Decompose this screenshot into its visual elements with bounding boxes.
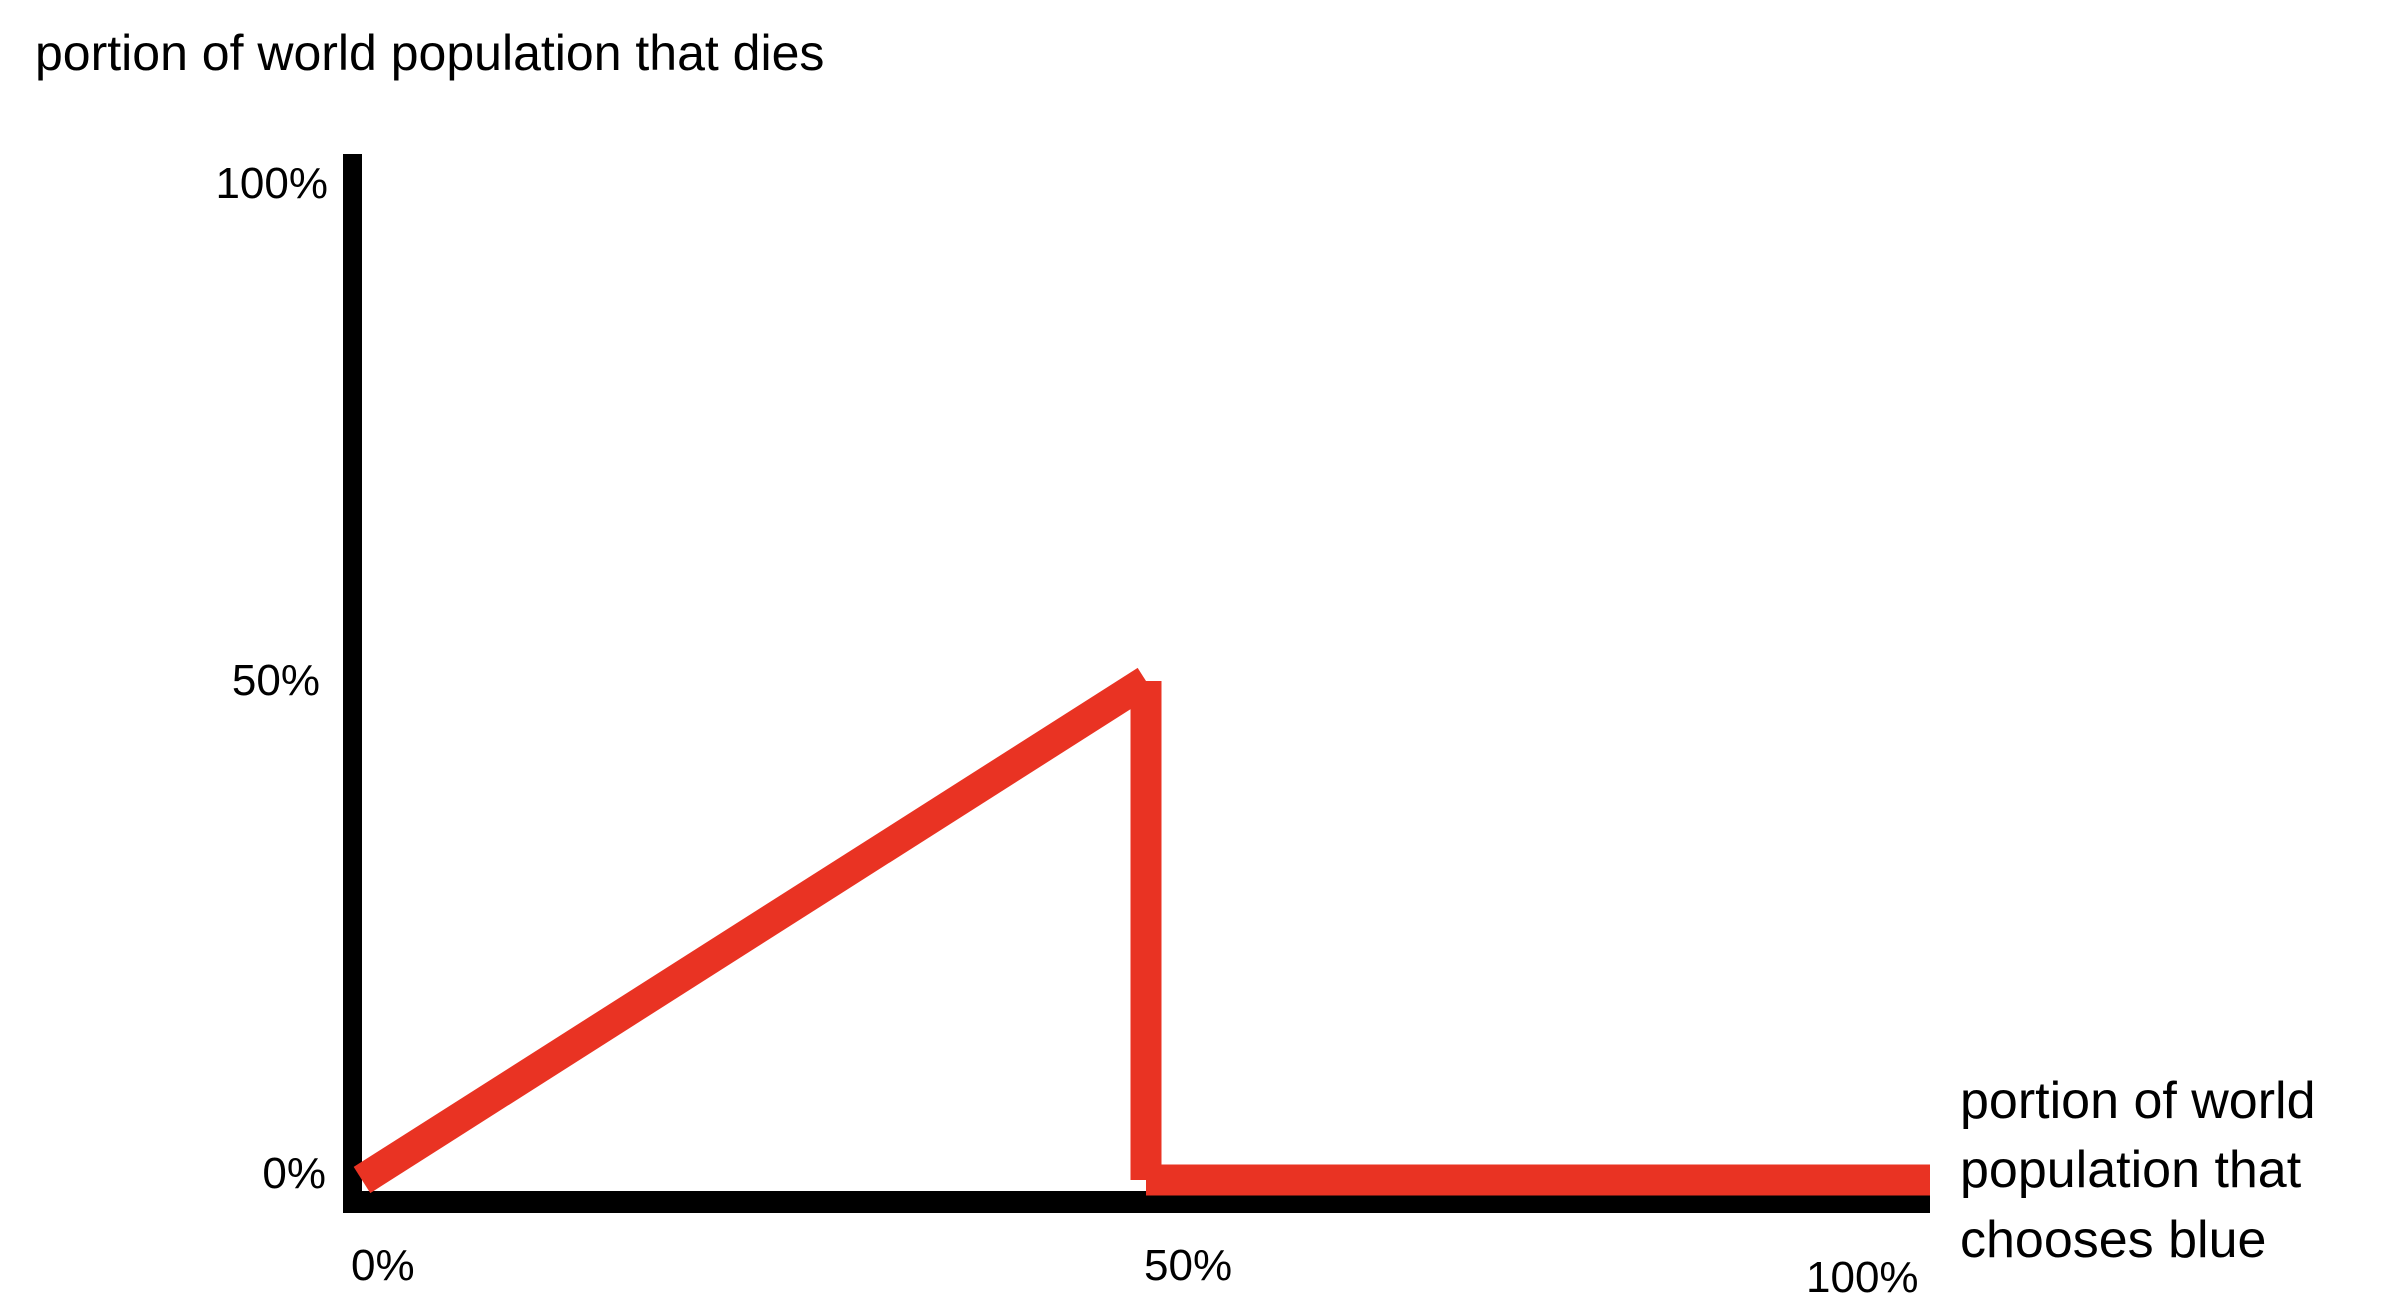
x-axis-label-line-2: population that bbox=[1960, 1141, 2302, 1199]
y-axis-label: portion of world population that dies bbox=[35, 25, 824, 81]
y-tick-label-0: 0% bbox=[262, 1149, 326, 1198]
x-tick-label-50: 50% bbox=[1144, 1241, 1232, 1290]
x-tick-label-0: 0% bbox=[351, 1241, 415, 1290]
x-axis-label-line-1: portion of world bbox=[1960, 1072, 2316, 1130]
x-tick-label-100: 100% bbox=[1806, 1253, 1919, 1302]
x-axis-line bbox=[343, 1191, 1930, 1213]
series-0-segment-0 bbox=[353, 667, 1155, 1194]
y-tick-label-100: 100% bbox=[215, 159, 328, 208]
x-axis-label-line-3: chooses blue bbox=[1960, 1211, 2266, 1269]
y-axis-line bbox=[343, 154, 362, 1213]
y-tick-label-50: 50% bbox=[232, 656, 320, 705]
series-layer bbox=[353, 667, 1930, 1196]
